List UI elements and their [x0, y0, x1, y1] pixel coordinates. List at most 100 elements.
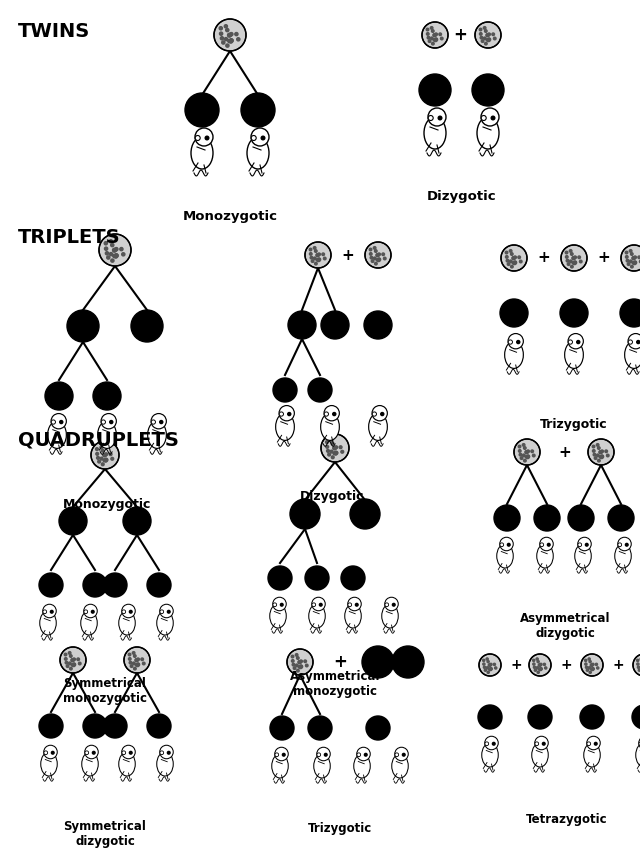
Circle shape — [68, 652, 71, 655]
Circle shape — [105, 459, 108, 461]
Circle shape — [348, 597, 361, 610]
Circle shape — [578, 256, 580, 258]
Circle shape — [339, 446, 342, 448]
Text: Dizygotic: Dizygotic — [300, 490, 364, 503]
Circle shape — [633, 257, 636, 259]
Circle shape — [591, 664, 593, 667]
Circle shape — [628, 340, 632, 344]
Circle shape — [77, 658, 79, 661]
Circle shape — [630, 260, 632, 263]
Circle shape — [310, 252, 312, 255]
Circle shape — [490, 668, 492, 670]
Circle shape — [111, 244, 114, 247]
Circle shape — [493, 663, 495, 666]
Circle shape — [566, 259, 569, 262]
Circle shape — [143, 662, 145, 665]
Circle shape — [298, 666, 301, 668]
Circle shape — [310, 257, 313, 259]
Circle shape — [584, 659, 587, 662]
Circle shape — [601, 455, 604, 458]
Circle shape — [600, 451, 602, 453]
Text: TRIPLETS: TRIPLETS — [18, 228, 120, 247]
Circle shape — [317, 254, 319, 256]
Circle shape — [114, 248, 117, 251]
Circle shape — [561, 245, 587, 271]
Circle shape — [540, 668, 541, 670]
Circle shape — [376, 254, 379, 257]
Circle shape — [300, 666, 302, 668]
Circle shape — [369, 252, 372, 255]
Circle shape — [372, 406, 387, 420]
Circle shape — [632, 262, 635, 264]
Circle shape — [565, 251, 568, 254]
Circle shape — [534, 669, 536, 671]
Circle shape — [100, 446, 103, 449]
Circle shape — [96, 453, 99, 455]
Circle shape — [280, 603, 283, 606]
Circle shape — [600, 456, 603, 459]
Circle shape — [273, 378, 297, 402]
Circle shape — [586, 669, 589, 671]
Circle shape — [305, 566, 329, 590]
Circle shape — [317, 258, 320, 261]
Circle shape — [479, 654, 501, 676]
Circle shape — [574, 261, 577, 264]
Circle shape — [168, 610, 170, 613]
Circle shape — [483, 663, 485, 665]
Circle shape — [335, 451, 337, 454]
Circle shape — [341, 566, 365, 590]
Circle shape — [103, 453, 106, 456]
Circle shape — [592, 446, 595, 448]
Circle shape — [514, 256, 516, 258]
Circle shape — [321, 311, 349, 339]
Circle shape — [151, 414, 166, 429]
Circle shape — [304, 660, 307, 662]
Circle shape — [378, 253, 380, 256]
Ellipse shape — [424, 117, 446, 149]
Circle shape — [237, 38, 240, 41]
Circle shape — [105, 453, 108, 456]
Circle shape — [72, 664, 75, 667]
Circle shape — [98, 460, 100, 463]
Circle shape — [395, 747, 408, 760]
Circle shape — [195, 128, 213, 146]
Circle shape — [317, 259, 320, 262]
Circle shape — [598, 447, 600, 449]
Circle shape — [364, 311, 392, 339]
Circle shape — [129, 658, 131, 661]
Circle shape — [137, 663, 140, 666]
Circle shape — [535, 742, 539, 746]
Ellipse shape — [308, 604, 325, 628]
Circle shape — [580, 705, 604, 729]
Circle shape — [511, 252, 513, 255]
Circle shape — [291, 655, 294, 658]
Circle shape — [228, 34, 231, 36]
Circle shape — [527, 455, 529, 458]
Circle shape — [628, 334, 640, 349]
Text: +: + — [560, 658, 572, 672]
Circle shape — [113, 249, 116, 252]
Circle shape — [567, 263, 570, 265]
Circle shape — [573, 261, 576, 264]
Circle shape — [481, 115, 486, 121]
Text: Tetrazygotic: Tetrazygotic — [526, 813, 608, 826]
Circle shape — [587, 742, 591, 746]
Circle shape — [109, 252, 113, 256]
Circle shape — [520, 260, 522, 263]
Circle shape — [495, 667, 497, 669]
Circle shape — [601, 450, 604, 453]
Circle shape — [115, 254, 118, 257]
Circle shape — [70, 655, 72, 657]
Ellipse shape — [575, 544, 591, 568]
Circle shape — [319, 603, 322, 606]
Circle shape — [639, 742, 640, 746]
Circle shape — [385, 597, 398, 610]
Circle shape — [71, 659, 74, 662]
Circle shape — [356, 747, 371, 760]
Circle shape — [419, 74, 451, 106]
Circle shape — [44, 746, 57, 759]
Ellipse shape — [81, 611, 97, 635]
Ellipse shape — [82, 752, 99, 776]
Circle shape — [637, 341, 640, 343]
Text: Trizygotic: Trizygotic — [308, 822, 372, 835]
